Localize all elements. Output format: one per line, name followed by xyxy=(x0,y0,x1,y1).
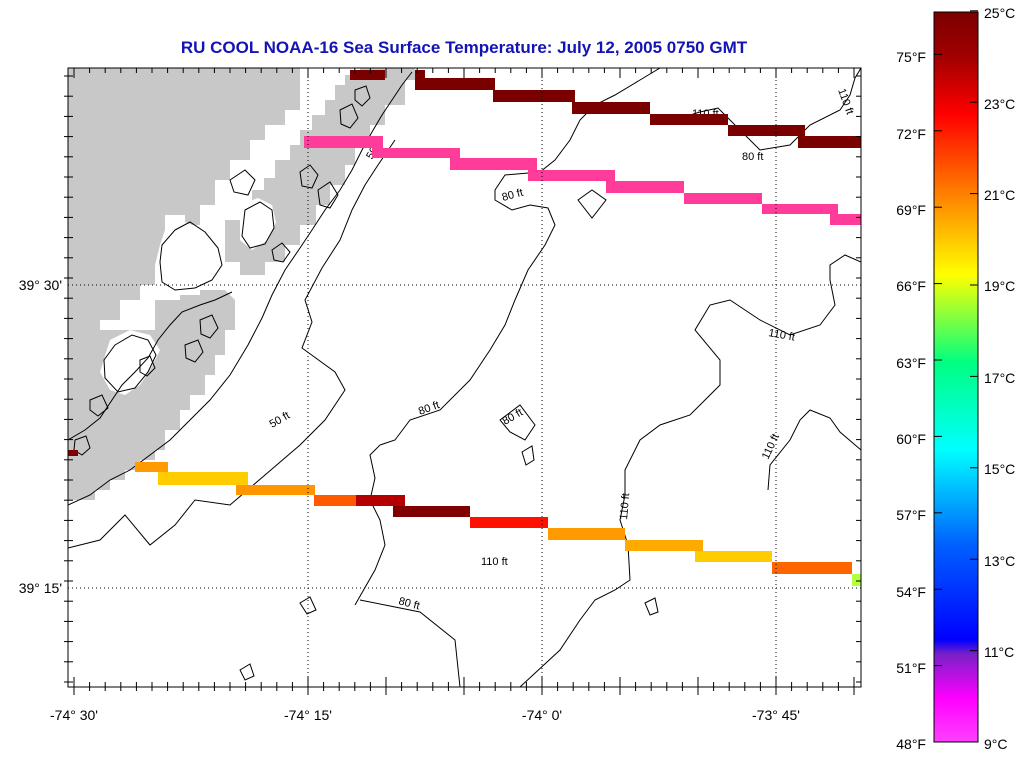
colorbar-c-label: 19°C xyxy=(984,278,1015,294)
bay xyxy=(240,198,276,250)
colorbar-f-label: 63°F xyxy=(896,355,926,371)
coastline xyxy=(68,71,413,506)
lon-label: -74° 30' xyxy=(50,707,98,723)
isobath-label: 110 ft xyxy=(481,556,508,568)
colorbar-ticks xyxy=(934,10,978,743)
isobath-label: 80 ft xyxy=(501,187,525,204)
colorbar-f-label: 72°F xyxy=(896,126,926,142)
colorbar-f-label: 54°F xyxy=(896,584,926,600)
lon-label: -74° 15' xyxy=(284,707,332,723)
colorbar-c-label: 15°C xyxy=(984,461,1015,477)
isobath-label: 110 ft xyxy=(767,327,795,343)
sst-swath-top xyxy=(350,70,861,148)
colorbar-f-label: 51°F xyxy=(896,660,926,676)
isobath-label: 80 ft xyxy=(397,595,421,612)
bay xyxy=(158,222,225,292)
land xyxy=(68,68,300,380)
colorbar-f-label: 75°F xyxy=(896,49,926,65)
sst-swath-mid xyxy=(304,136,861,225)
isobath-label: 110 ft xyxy=(618,493,632,521)
colorbar-f-label: 60°F xyxy=(896,431,926,447)
gridlines xyxy=(68,68,861,687)
colorbar xyxy=(933,11,979,743)
map-title: RU COOL NOAA-16 Sea Surface Temperature:… xyxy=(180,38,748,57)
lat-label: 39° 30' xyxy=(19,277,62,293)
colorbar-c-label: 13°C xyxy=(984,553,1015,569)
axis-ticks xyxy=(64,68,861,695)
colorbar-f-label: 48°F xyxy=(896,736,926,752)
colorbar-c-label: 9°C xyxy=(984,736,1008,752)
colorbar-f-label: 57°F xyxy=(896,507,926,523)
lat-label: 39° 15' xyxy=(19,580,62,596)
colorbar-c-label: 21°C xyxy=(984,187,1015,203)
lon-label: -74° 0' xyxy=(522,707,562,723)
lon-label: -73° 45' xyxy=(752,707,800,723)
colorbar-f-label: 66°F xyxy=(896,278,926,294)
sst-swath-bottom xyxy=(68,450,861,586)
isobath-label: 80 ft xyxy=(742,151,763,163)
colorbar-c-label: 11°C xyxy=(984,644,1014,660)
isobaths xyxy=(68,68,861,687)
land xyxy=(68,68,415,500)
colorbar-c-label: 23°C xyxy=(984,96,1015,112)
colorbar-c-label: 17°C xyxy=(984,370,1015,386)
bay xyxy=(100,330,160,395)
colorbar-f-label: 69°F xyxy=(896,202,926,218)
colorbar-c-label: 25°C xyxy=(984,5,1015,21)
